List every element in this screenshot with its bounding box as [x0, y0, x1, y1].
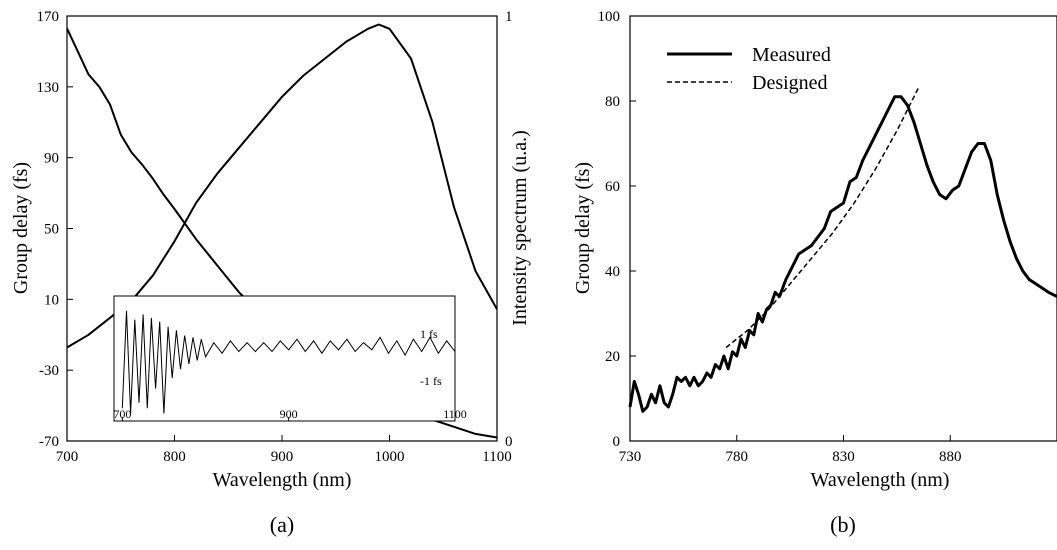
panel-a-x-ticks: 700 800 900 1000 1100 [56, 435, 512, 465]
inset-xtick-label: 700 [113, 407, 131, 421]
panel-b-legend: Measured Designed [667, 44, 831, 94]
panel-a-y2tick-label: 1 [505, 9, 513, 25]
designed-line [725, 87, 919, 349]
panel-a-ytick-label: 170 [37, 9, 60, 25]
legend-designed-label: Designed [752, 72, 828, 94]
panel-b-ytick-label: 60 [605, 179, 620, 195]
panel-b-y-ticks: 0 20 40 60 80 100 [598, 9, 636, 450]
intensity-spectrum-line [66, 23, 498, 349]
panel-a-chart: 700 800 900 1000 1100 -70 -30 10 50 90 130 170 0 1 … [10, 9, 531, 537]
inset-ytick-label-2: -1 fs [420, 374, 442, 388]
panel-a-xtick-label: 1100 [482, 449, 511, 465]
panel-a-xtick-label: 1000 [375, 449, 405, 465]
panel-b-ylabel: Group delay (fs) [572, 162, 594, 294]
panel-a-y-ticks: -70 -30 10 50 90 130 170 [37, 9, 73, 450]
panel-a-ytick-label: 10 [44, 292, 59, 308]
panel-b-ytick-label: 80 [605, 94, 620, 110]
panel-a-inset: 700 900 1100 1 fs -1 fs [113, 295, 467, 422]
panel-a-y2label: Intensity spectrum (u.a.) [509, 130, 531, 326]
panel-a-ytick-label: 90 [44, 151, 59, 167]
inset-frame [113, 295, 456, 422]
panel-a-y2tick-label: 0 [505, 434, 513, 450]
panel-a-y2-ticks: 01 [491, 9, 513, 450]
inset-ytick-label-1: 1 fs [420, 327, 438, 341]
inset-residual-line [121, 310, 456, 414]
panel-b-chart: 730 780 830 880 0 20 40 60 80 100 Measured Desig… [572, 9, 1057, 537]
panel-b-xtick-label: 780 [726, 449, 749, 465]
panel-b-ytick-label: 100 [598, 9, 621, 25]
panel-b-ytick-label: 20 [605, 349, 620, 365]
panel-a-ytick-label: -70 [39, 434, 59, 450]
panel-a-xtick-label: 900 [271, 449, 294, 465]
caption-b: (b) [830, 512, 856, 537]
panel-a-ytick-label: 130 [37, 80, 60, 96]
inset-xtick-label: 1100 [443, 407, 467, 421]
panel-a-ytick-label: 50 [44, 222, 59, 238]
panel-a-xlabel: Wavelength (nm) [213, 469, 352, 491]
panel-b-xlabel: Wavelength (nm) [811, 469, 950, 491]
panel-b-x-ticks: 730 780 830 880 [619, 435, 962, 465]
legend-measured-label: Measured [752, 44, 831, 66]
panel-a-xtick-label: 700 [56, 449, 79, 465]
panel-b-xtick-label: 880 [939, 449, 962, 465]
panel-b-xtick-label: 730 [619, 449, 642, 465]
measured-line [628, 95, 1057, 413]
panel-a-ytick-label: -30 [39, 363, 59, 379]
inset-x-ticks: 700 900 1100 [113, 407, 467, 421]
inset-series [121, 310, 456, 414]
panel-b-xtick-label: 830 [832, 449, 855, 465]
panel-b-ytick-label: 40 [605, 264, 620, 280]
caption-a: (a) [270, 512, 294, 537]
panel-a-xtick-label: 800 [163, 449, 186, 465]
panel-b-ytick-label: 0 [613, 434, 621, 450]
inset-xtick-label: 900 [280, 407, 298, 421]
panel-b-series [628, 87, 1057, 413]
panel-a-ylabel: Group delay (fs) [10, 162, 32, 294]
